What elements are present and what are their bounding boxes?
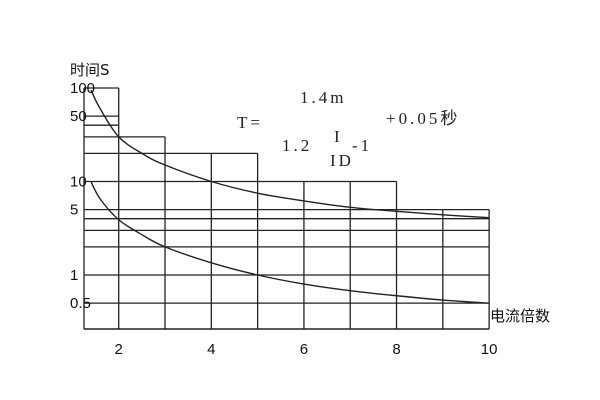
formula-frac-top: I <box>334 127 343 146</box>
x-tick-label: 8 <box>392 341 400 358</box>
x-tick-label: 2 <box>115 341 123 358</box>
curve-1 <box>90 89 490 219</box>
curves <box>90 89 490 304</box>
x-axis-label: 电流倍数 <box>490 307 550 325</box>
y-tick-labels: 100 50 10 5 1 0.5 <box>70 80 95 312</box>
x-tick-labels: 2 4 6 8 10 <box>115 341 498 358</box>
y-tick-label: 100 <box>70 80 95 97</box>
y-tick-label: 0.5 <box>70 295 91 312</box>
curve-2 <box>90 181 490 304</box>
grid <box>83 87 490 330</box>
x-tick-label: 6 <box>300 341 308 358</box>
formula-lhs: T= <box>237 113 263 132</box>
formula-addend: +0.05秒 <box>386 109 460 128</box>
y-axis-label: 时间S <box>70 61 110 79</box>
x-tick-label: 4 <box>207 341 215 358</box>
formula-coef: 1.2 <box>282 136 312 155</box>
y-tick-label: 10 <box>70 174 87 191</box>
y-tick-label: 50 <box>70 108 87 125</box>
formula-minus-one: -1 <box>352 136 372 155</box>
y-tick-label: 5 <box>70 202 78 219</box>
formula-numerator: 1.4m <box>300 88 346 107</box>
y-tick-label: 1 <box>70 267 78 284</box>
formula-annotation: T= 1.4m 1.2 I ID -1 +0.05秒 <box>237 88 460 170</box>
formula-frac-bottom: ID <box>330 151 354 170</box>
x-tick-label: 10 <box>481 341 498 358</box>
